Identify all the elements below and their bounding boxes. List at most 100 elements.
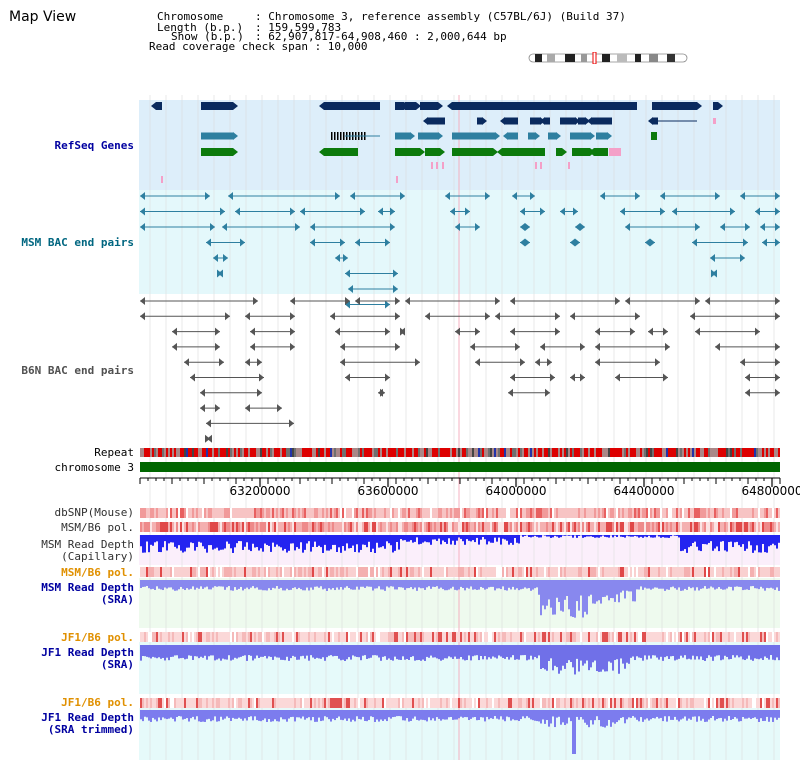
depth-bar <box>320 710 322 722</box>
bac-end-marker <box>395 297 400 305</box>
dbsnp-heat-track[interactable] <box>140 508 780 518</box>
depth-bar <box>330 580 332 590</box>
gene-exon <box>545 117 550 125</box>
heat-cell <box>710 698 712 708</box>
depth-bar <box>372 535 374 549</box>
msm-pol-heat-track-1[interactable] <box>140 522 780 532</box>
depth-bar <box>710 645 712 657</box>
depth-bar <box>752 535 754 553</box>
msm-sra-depth[interactable] <box>140 580 780 618</box>
repeat-track[interactable] <box>140 448 780 457</box>
jf1-pol-heat-track-1[interactable] <box>140 632 780 642</box>
refseq-genes[interactable] <box>151 102 723 183</box>
jf1-sra-depth[interactable] <box>140 645 780 675</box>
depth-bar <box>716 710 718 720</box>
label-b6n-bac[interactable]: B6N BAC end pairs <box>21 364 134 377</box>
heat-cell <box>320 567 322 577</box>
heat-cell <box>142 632 144 642</box>
heat-cell <box>664 632 666 642</box>
heat-cell <box>698 567 700 577</box>
heat-cell <box>764 632 766 642</box>
heat-cell <box>584 698 586 708</box>
label-jf1-sra-1[interactable]: JF1 Read Depth <box>41 646 134 659</box>
depth-bar <box>200 535 202 543</box>
heat-cell <box>440 698 442 708</box>
heat-cell <box>204 522 206 532</box>
heat-cell <box>156 522 158 532</box>
heat-cell <box>618 567 620 577</box>
depth-bar <box>714 580 716 590</box>
label-msm-bac[interactable]: MSM BAC end pairs <box>21 236 134 249</box>
label-chromosome[interactable]: chromosome 3 <box>55 461 134 474</box>
bac-end-marker <box>455 327 460 336</box>
heat-cell <box>648 567 650 577</box>
depth-bar <box>164 645 166 661</box>
msm-bac-pairs[interactable] <box>140 192 780 309</box>
repeat-cell <box>766 448 768 457</box>
label-jf1-trim-1[interactable]: JF1 Read Depth <box>41 711 134 724</box>
jf1-trim-depth[interactable] <box>140 710 780 754</box>
label-msm-pol-1[interactable]: MSM/B6 pol. <box>61 521 134 534</box>
gene-pink-mark <box>540 162 542 169</box>
heat-cell <box>706 698 708 708</box>
chromosome-bar[interactable] <box>140 462 780 472</box>
depth-bar <box>322 580 324 590</box>
heat-cell <box>694 522 696 532</box>
bac-end-marker <box>290 327 295 336</box>
heat-cell <box>148 698 150 708</box>
depth-bar <box>498 645 500 656</box>
label-jf1-pol-2[interactable]: JF1/B6 pol. <box>61 696 134 709</box>
heat-cell <box>640 567 642 577</box>
label-msm-cap-1[interactable]: MSM Read Depth <box>41 538 134 551</box>
heat-cell <box>426 698 428 708</box>
depth-bar <box>230 710 232 721</box>
heat-cell <box>448 698 450 708</box>
label-refseq[interactable]: RefSeq Genes <box>55 139 134 152</box>
msm-pol-heat-track-2[interactable] <box>140 567 780 577</box>
heat-cell <box>718 508 720 518</box>
depth-bar <box>396 535 398 542</box>
heat-cell <box>406 698 408 708</box>
depth-bar <box>204 580 206 588</box>
depth-bar <box>370 580 372 587</box>
depth-bar <box>252 580 254 587</box>
repeat-cell <box>702 448 704 457</box>
bac-end-marker <box>615 373 620 382</box>
heat-cell <box>426 567 428 577</box>
label-msm-pol-2[interactable]: MSM/B6 pol. <box>61 566 134 579</box>
heat-cell <box>294 632 296 642</box>
heat-cell <box>546 567 548 577</box>
chromosome-ideogram[interactable] <box>527 52 689 64</box>
label-jf1-pol-1[interactable]: JF1/B6 pol. <box>61 631 134 644</box>
label-repeat[interactable]: Repeat <box>94 446 134 459</box>
bac-end-marker <box>215 327 220 336</box>
label-dbsnp[interactable]: dbSNP(Mouse) <box>55 506 134 519</box>
b6n-bac-pairs[interactable] <box>140 297 780 443</box>
heat-cell <box>196 698 198 708</box>
heat-cell <box>452 632 454 642</box>
depth-bar <box>390 580 392 587</box>
heat-cell <box>722 632 724 642</box>
depth-bar <box>366 645 368 659</box>
heat-cell <box>244 522 246 532</box>
label-msm-sra-1[interactable]: MSM Read Depth <box>41 581 134 594</box>
heat-cell <box>282 567 284 577</box>
depth-bar <box>516 645 518 660</box>
heat-cell <box>210 632 212 642</box>
heat-cell <box>348 567 350 577</box>
heat-cell <box>454 567 456 577</box>
heat-cell <box>370 508 372 518</box>
heat-cell <box>368 698 370 708</box>
depth-bar <box>486 645 488 660</box>
heat-cell <box>722 508 724 518</box>
heat-cell <box>280 698 282 708</box>
repeat-cell <box>614 448 616 457</box>
depth-bar <box>690 580 692 589</box>
depth-bar <box>438 645 440 660</box>
msm-capillary-depth[interactable] <box>140 535 780 553</box>
repeat-cell <box>256 448 258 457</box>
jf1-pol-heat-track-2[interactable] <box>140 698 780 708</box>
heat-cell <box>558 632 560 642</box>
bac-end-marker <box>755 207 760 216</box>
